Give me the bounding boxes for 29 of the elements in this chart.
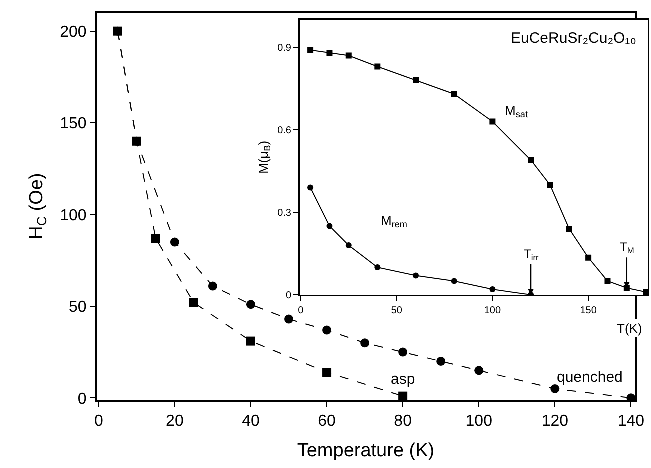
x-tick-label: 120 <box>542 413 569 430</box>
series-label: asp <box>391 371 416 388</box>
x-tick-label: 0 <box>298 306 304 316</box>
y-tick-label: 100 <box>60 207 87 224</box>
x-tick-label: 150 <box>580 306 598 316</box>
x-tick-label: 100 <box>484 306 502 316</box>
text: EuCeRuSr₂Cu₂O₁₀ <box>511 30 636 47</box>
x-tick-label: 0 <box>94 413 104 430</box>
x-tick-label: 60 <box>318 413 336 430</box>
x-tick-label: 140 <box>618 413 645 430</box>
x-tick-label: 100 <box>466 413 493 430</box>
x-tick-label: 50 <box>391 306 403 316</box>
y-tick-label: 200 <box>60 24 87 41</box>
x-tick-label: 80 <box>394 413 412 430</box>
y-tick-label: 0.9 <box>278 43 292 54</box>
series-label: quenched <box>557 369 623 386</box>
text: M$_{rem}$ <box>381 213 408 230</box>
y-tick-label: 0 <box>78 390 87 408</box>
y-tick-label: 0.3 <box>278 208 292 219</box>
x-axis-title: T(K) <box>617 321 642 336</box>
y-tick-label: 150 <box>60 116 87 133</box>
series-label: M$_{sat}$ <box>505 103 528 120</box>
y-tick-label: 0.6 <box>278 126 292 136</box>
x-tick-label: 20 <box>166 413 184 430</box>
x-tick-label: 40 <box>242 413 260 430</box>
y-tick-label: 0 <box>286 290 292 302</box>
x-axis-title: Temperature (K) <box>297 440 435 462</box>
annotation: T$_{M}$ <box>620 240 634 256</box>
annotation: T$_{irr}$ <box>524 247 539 263</box>
